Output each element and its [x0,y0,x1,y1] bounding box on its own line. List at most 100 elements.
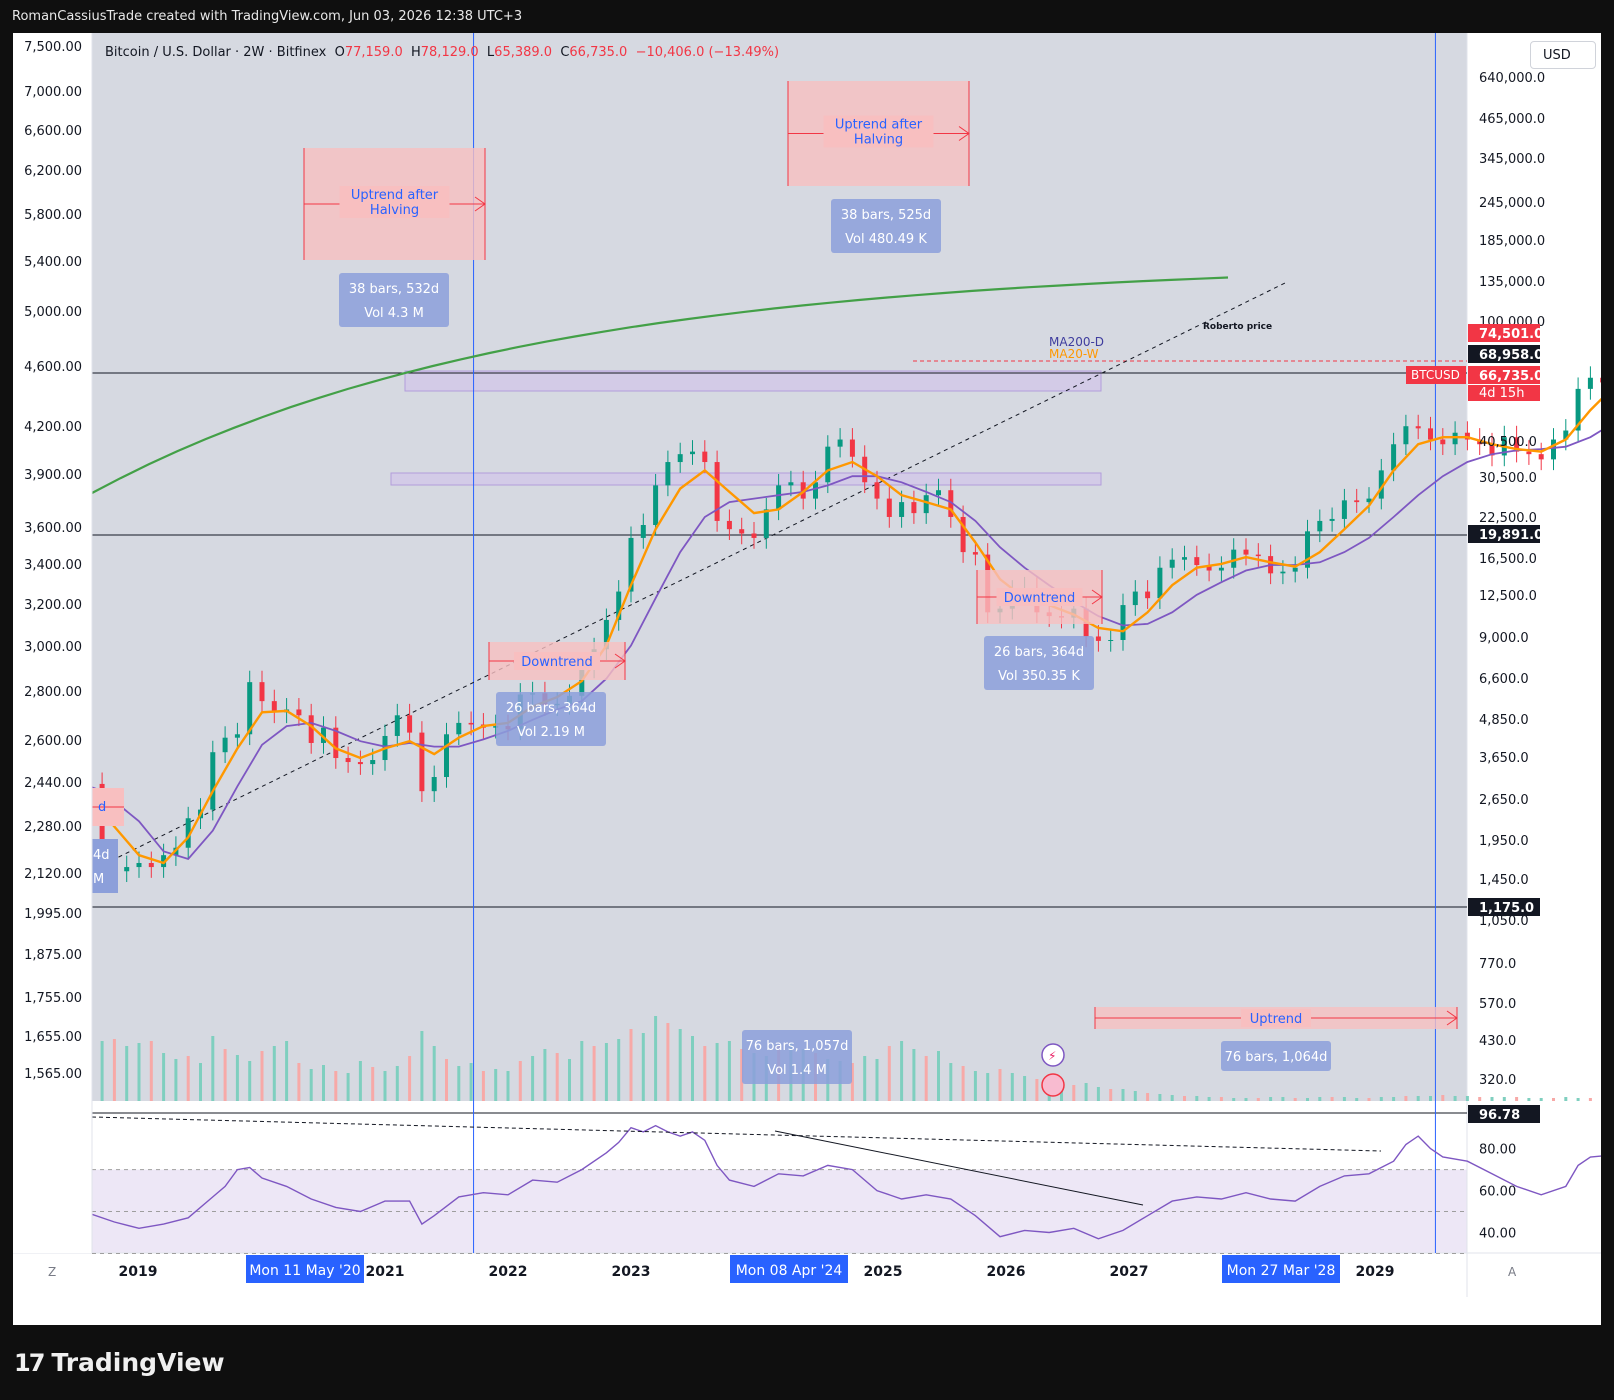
candle-body [1526,451,1532,455]
candle-body [1218,567,1224,571]
price-label: 74,501.0 [1479,327,1543,342]
candle-body [653,485,659,526]
price-label-bg [1468,324,1540,342]
candle-body [1366,498,1372,503]
volume-bar [1564,1097,1568,1101]
candle-body [1452,432,1458,445]
volume-bar [1552,1098,1555,1101]
right-axis-tick: 16,500.0 [1479,552,1537,567]
volume-bar [457,1066,461,1101]
candle-body [972,552,978,555]
candle-body [321,727,326,743]
high-value: 78,129.0 [420,45,479,60]
price-label-bg [1468,345,1540,363]
candle-body [1600,377,1601,383]
left-axis-tick: 7,000.00 [24,85,82,100]
candle-body [148,862,154,868]
price-label-bg [1468,898,1540,916]
time-axis-tick: 2027 [1110,1264,1149,1280]
volume-bar [912,1049,916,1101]
candle-body [1194,557,1200,566]
candle-body [1255,554,1261,557]
volume-bar [875,1059,879,1101]
auto-scale-button[interactable]: A [1508,1265,1517,1279]
price-label: 4d 15h [1479,386,1524,401]
range-downtrend-2026-label-bg [996,588,1083,606]
volume-bar [1084,1083,1088,1101]
range-uptrend-2028-arrowhead [1446,1010,1458,1026]
range-stats-downtrend-2022-text: 26 bars, 364d [506,701,596,716]
left-axis-tick: 7,500.00 [24,40,82,55]
range-stats-2024-text: Vol 480.49 K [845,232,927,247]
time-axis-tick: 2026 [987,1264,1026,1280]
volume-bar [1207,1097,1211,1101]
range-stats-downtrend-2022 [496,692,606,746]
time-axis-tick: 2025 [864,1264,903,1280]
price-label-bg [1468,525,1540,543]
currency-button[interactable]: USD [1530,41,1596,69]
candle-body [210,752,216,810]
right-axis-tick: 30,500.0 [1479,471,1537,486]
volume-bar [900,1041,904,1101]
volume-bar [1404,1096,1408,1101]
right-axis-tick: 345,000.0 [1479,152,1545,167]
time-highlight-label: Mon 11 May '20 [249,1263,360,1279]
dashed-trendline [89,282,1286,872]
left-axis-tick: 4,200.00 [24,420,82,435]
volume-bar [358,1061,362,1101]
volume-bar [481,1071,485,1101]
lightning-icon: ⚡ [1048,1049,1056,1063]
candle-body [234,734,240,738]
volume-bar [1379,1097,1383,1101]
zoom-z-button[interactable]: Z [48,1265,57,1279]
volume-bar [1588,1098,1592,1101]
range-downtrend-2022-label-bg [514,652,600,670]
volume-bar [924,1056,928,1101]
volume-bar [949,1063,953,1101]
volume-bar [1121,1089,1125,1101]
volume-bar [494,1069,498,1101]
left-axis-tick: 2,280.00 [24,820,82,835]
right-axis-tick: 640,000.0 [1479,71,1545,86]
candle-body [702,451,708,463]
volume-bar [1293,1098,1297,1101]
volume-bar [1330,1097,1334,1101]
volume-bar [1096,1087,1100,1101]
candle-body [603,619,609,650]
volume-bar [973,1071,977,1101]
range-stats-1057d-text: Vol 1.4 M [767,1063,827,1078]
right-axis-tick: 22,500.0 [1479,511,1537,526]
volume-bar [1281,1097,1285,1101]
volume-bar [592,1046,596,1101]
volume-bar [395,1066,399,1101]
price-label: 66,735.0 [1479,369,1543,384]
candle-body [690,451,695,455]
volume-bar [961,1066,965,1101]
time-axis-tick: 2021 [366,1264,405,1280]
candle-body [124,867,130,872]
left-axis-tick: 1,755.00 [24,991,82,1006]
candle-body [1182,557,1187,560]
time-axis-tick: 2029 [1356,1264,1395,1280]
candle-body [468,722,474,725]
candle-body [628,537,634,592]
range-stats-2020-text: 38 bars, 532d [349,282,439,297]
volume-bar [1256,1098,1260,1101]
volume-bar [604,1043,608,1101]
time-axis-tick: 2019 [119,1264,158,1280]
candle-body [751,533,757,538]
time-highlight-label: Mon 08 Apr '24 [736,1263,843,1279]
volume-bar [1244,1098,1248,1101]
candle-body [271,701,277,713]
candle-body [665,462,671,486]
volume-bar [1010,1073,1014,1101]
volume-bar [186,1056,190,1101]
volume-bar [703,1046,707,1101]
volume-bar [162,1053,166,1101]
volume-bar [1355,1098,1359,1101]
time-highlight-bg [1222,1255,1340,1283]
volume-bar [1219,1097,1223,1101]
candle-body [357,762,363,765]
chart-frame[interactable]: Uptrend after Halving 38 bars, 532d Vol 4.3… [13,33,1601,1325]
